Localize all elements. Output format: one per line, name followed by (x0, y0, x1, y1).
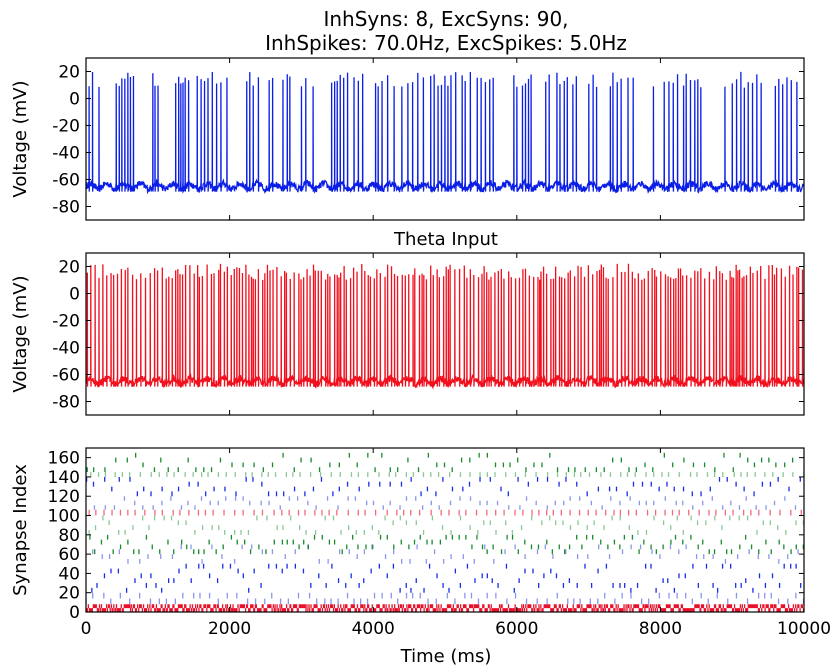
panel-2-xticks (85, 253, 805, 415)
panel-1-xticks (85, 58, 805, 220)
y-tick-label: 0 (69, 603, 80, 623)
panel-2-trace (85, 263, 805, 390)
panel-2-title: Theta Input (393, 229, 498, 250)
panel-2-ylabel: Voltage (mV) (10, 275, 31, 392)
raster-group (89, 534, 804, 555)
raster-group (85, 604, 805, 612)
x-tick-label: 2000 (208, 619, 251, 639)
y-tick-label: -60 (52, 366, 80, 386)
raster-group (88, 515, 805, 535)
x-tick-label: 8000 (639, 619, 682, 639)
y-tick-label: -40 (52, 339, 80, 359)
figure-title-line2: InhSpikes: 70.0Hz, ExcSpikes: 5.0Hz (265, 31, 627, 55)
raster-group (85, 476, 801, 497)
panel-1-yticks: 20 0 -20 -40 -60 -80 (52, 63, 804, 218)
y-tick-label: 20 (58, 258, 80, 278)
x-tick-label: 6000 (495, 619, 538, 639)
x-axis-label: Time (ms) (400, 646, 492, 667)
raster-group (90, 472, 805, 477)
x-tick-label: 10000 (777, 619, 831, 639)
x-tick-label: 0 (81, 619, 92, 639)
x-tick-label: 4000 (352, 619, 395, 639)
panel-2: Theta Input 20 0 -20 -40 -60 -80 Voltage (mV) (10, 229, 805, 416)
raster-group (85, 592, 805, 605)
panel-1-frame (85, 57, 805, 221)
raster-group (86, 452, 794, 473)
y-tick-label: 20 (58, 584, 80, 604)
y-tick-label: -20 (52, 312, 80, 332)
raster-group (93, 496, 797, 510)
y-tick-label: -20 (52, 117, 80, 137)
panel-3-xticks: 0 2000 4000 6000 8000 10000 (81, 448, 831, 639)
y-tick-label: 100 (48, 507, 80, 527)
panel-3-frame (85, 447, 805, 613)
panel-1-trace (85, 71, 805, 195)
panel-1: 20 0 -20 -40 -60 -80 Voltage (mV) (10, 57, 805, 221)
panel-3-ylabel: Synapse Index (10, 464, 31, 596)
y-tick-label: 80 (58, 526, 80, 546)
panel-3-raster (85, 452, 805, 612)
y-tick-label: 60 (58, 545, 80, 565)
voltage-trace (85, 263, 805, 390)
y-tick-label: 20 (58, 63, 80, 83)
y-tick-label: 160 (48, 449, 80, 469)
raster-group (91, 563, 802, 593)
panel-1-ylabel: Voltage (mV) (10, 80, 31, 197)
panel-2-yticks: 20 0 -20 -40 -60 -80 (52, 258, 804, 413)
voltage-trace (85, 71, 805, 195)
y-tick-label: 0 (69, 285, 80, 305)
panel-2-frame (85, 252, 805, 416)
y-tick-label: 40 (58, 564, 80, 584)
y-tick-label: 0 (69, 90, 80, 110)
y-tick-label: -60 (52, 171, 80, 191)
y-tick-label: -40 (52, 144, 80, 164)
y-tick-label: 120 (48, 487, 80, 507)
raster-group (92, 544, 799, 564)
y-tick-label: -80 (52, 198, 80, 218)
y-tick-label: -80 (52, 393, 80, 413)
y-tick-label: 140 (48, 468, 80, 488)
figure-title-line1: InhSyns: 8, ExcSyns: 90, (323, 7, 568, 31)
raster-group (88, 509, 802, 516)
